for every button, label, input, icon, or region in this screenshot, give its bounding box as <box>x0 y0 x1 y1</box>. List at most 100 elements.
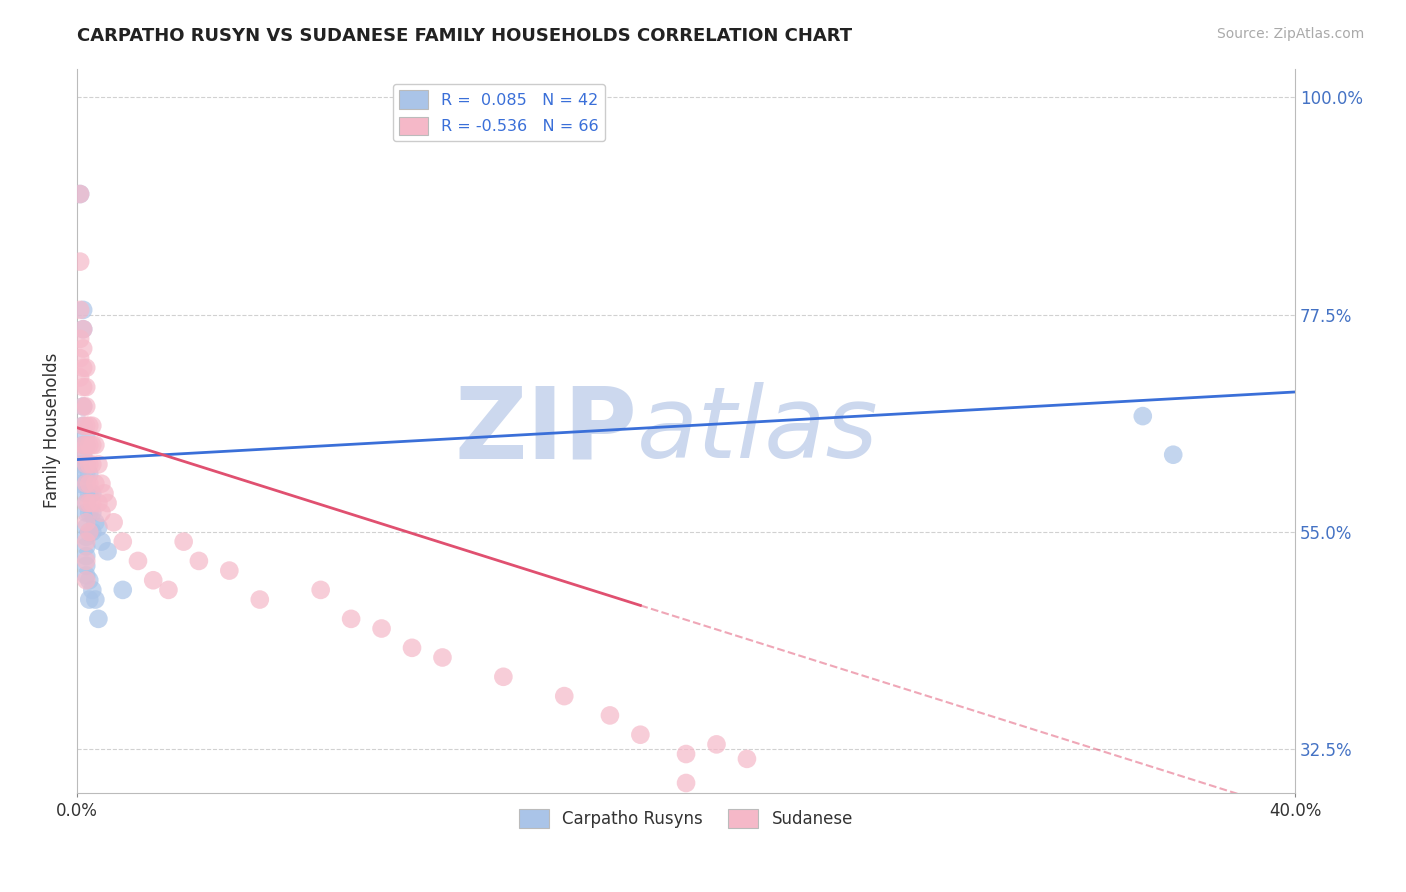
Point <box>82 438 104 452</box>
Point <box>75 428 97 442</box>
Point <box>75 458 97 472</box>
Point <box>87 612 110 626</box>
Point <box>157 582 180 597</box>
Point <box>72 380 94 394</box>
Point <box>401 640 423 655</box>
Point <box>173 534 195 549</box>
Point <box>90 506 112 520</box>
Point <box>75 573 97 587</box>
Point <box>82 458 104 472</box>
Text: atlas: atlas <box>637 382 879 479</box>
Point <box>77 506 100 520</box>
Point <box>75 438 97 452</box>
Point <box>127 554 149 568</box>
Point <box>77 458 100 472</box>
Point <box>87 458 110 472</box>
Point <box>69 476 91 491</box>
Point <box>735 752 758 766</box>
Point <box>69 351 91 366</box>
Point <box>72 302 94 317</box>
Point <box>82 524 104 539</box>
Point <box>111 582 134 597</box>
Point <box>75 540 97 554</box>
Point <box>72 322 94 336</box>
Point <box>75 516 97 530</box>
Point <box>77 476 100 491</box>
Point <box>72 448 94 462</box>
Point <box>75 467 97 481</box>
Point <box>75 380 97 394</box>
Point <box>75 558 97 573</box>
Point <box>77 524 100 539</box>
Point <box>77 592 100 607</box>
Point <box>75 549 97 563</box>
Point <box>75 476 97 491</box>
Point <box>675 747 697 761</box>
Point <box>90 534 112 549</box>
Point <box>75 418 97 433</box>
Point <box>72 418 94 433</box>
Point <box>1161 448 1184 462</box>
Point <box>75 486 97 500</box>
Point <box>84 592 107 607</box>
Point <box>75 496 97 510</box>
Point <box>72 322 94 336</box>
Point <box>492 670 515 684</box>
Point <box>72 342 94 356</box>
Point <box>82 506 104 520</box>
Text: Source: ZipAtlas.com: Source: ZipAtlas.com <box>1216 27 1364 41</box>
Point <box>218 564 240 578</box>
Point <box>142 573 165 587</box>
Point <box>69 332 91 346</box>
Point <box>75 438 97 452</box>
Point <box>75 568 97 582</box>
Point <box>599 708 621 723</box>
Point <box>75 496 97 510</box>
Point <box>72 418 94 433</box>
Point <box>103 516 125 530</box>
Point <box>111 534 134 549</box>
Point <box>82 486 104 500</box>
Point <box>187 554 209 568</box>
Point <box>84 438 107 452</box>
Text: CARPATHO RUSYN VS SUDANESE FAMILY HOUSEHOLDS CORRELATION CHART: CARPATHO RUSYN VS SUDANESE FAMILY HOUSEH… <box>77 27 852 45</box>
Point <box>93 486 115 500</box>
Point <box>75 506 97 520</box>
Point <box>72 448 94 462</box>
Point <box>628 728 651 742</box>
Point <box>69 254 91 268</box>
Point <box>75 400 97 414</box>
Point <box>84 476 107 491</box>
Point <box>72 438 94 452</box>
Point <box>77 418 100 433</box>
Point <box>340 612 363 626</box>
Point <box>77 486 100 500</box>
Point <box>370 622 392 636</box>
Point <box>82 582 104 597</box>
Point <box>1132 409 1154 423</box>
Point <box>72 400 94 414</box>
Point <box>77 524 100 539</box>
Point <box>69 187 91 202</box>
Point <box>77 573 100 587</box>
Point <box>432 650 454 665</box>
Point <box>249 592 271 607</box>
Point <box>72 360 94 375</box>
Point <box>87 520 110 534</box>
Point <box>675 776 697 790</box>
Point <box>309 582 332 597</box>
Point <box>77 438 100 452</box>
Point <box>69 187 91 202</box>
Point <box>87 496 110 510</box>
Text: ZIP: ZIP <box>454 382 637 479</box>
Point <box>75 476 97 491</box>
Point <box>69 370 91 384</box>
Point <box>75 520 97 534</box>
Point <box>706 738 728 752</box>
Point <box>69 302 91 317</box>
Point <box>75 530 97 544</box>
Point <box>72 400 94 414</box>
Point <box>75 458 97 472</box>
Point <box>82 418 104 433</box>
Point <box>77 467 100 481</box>
